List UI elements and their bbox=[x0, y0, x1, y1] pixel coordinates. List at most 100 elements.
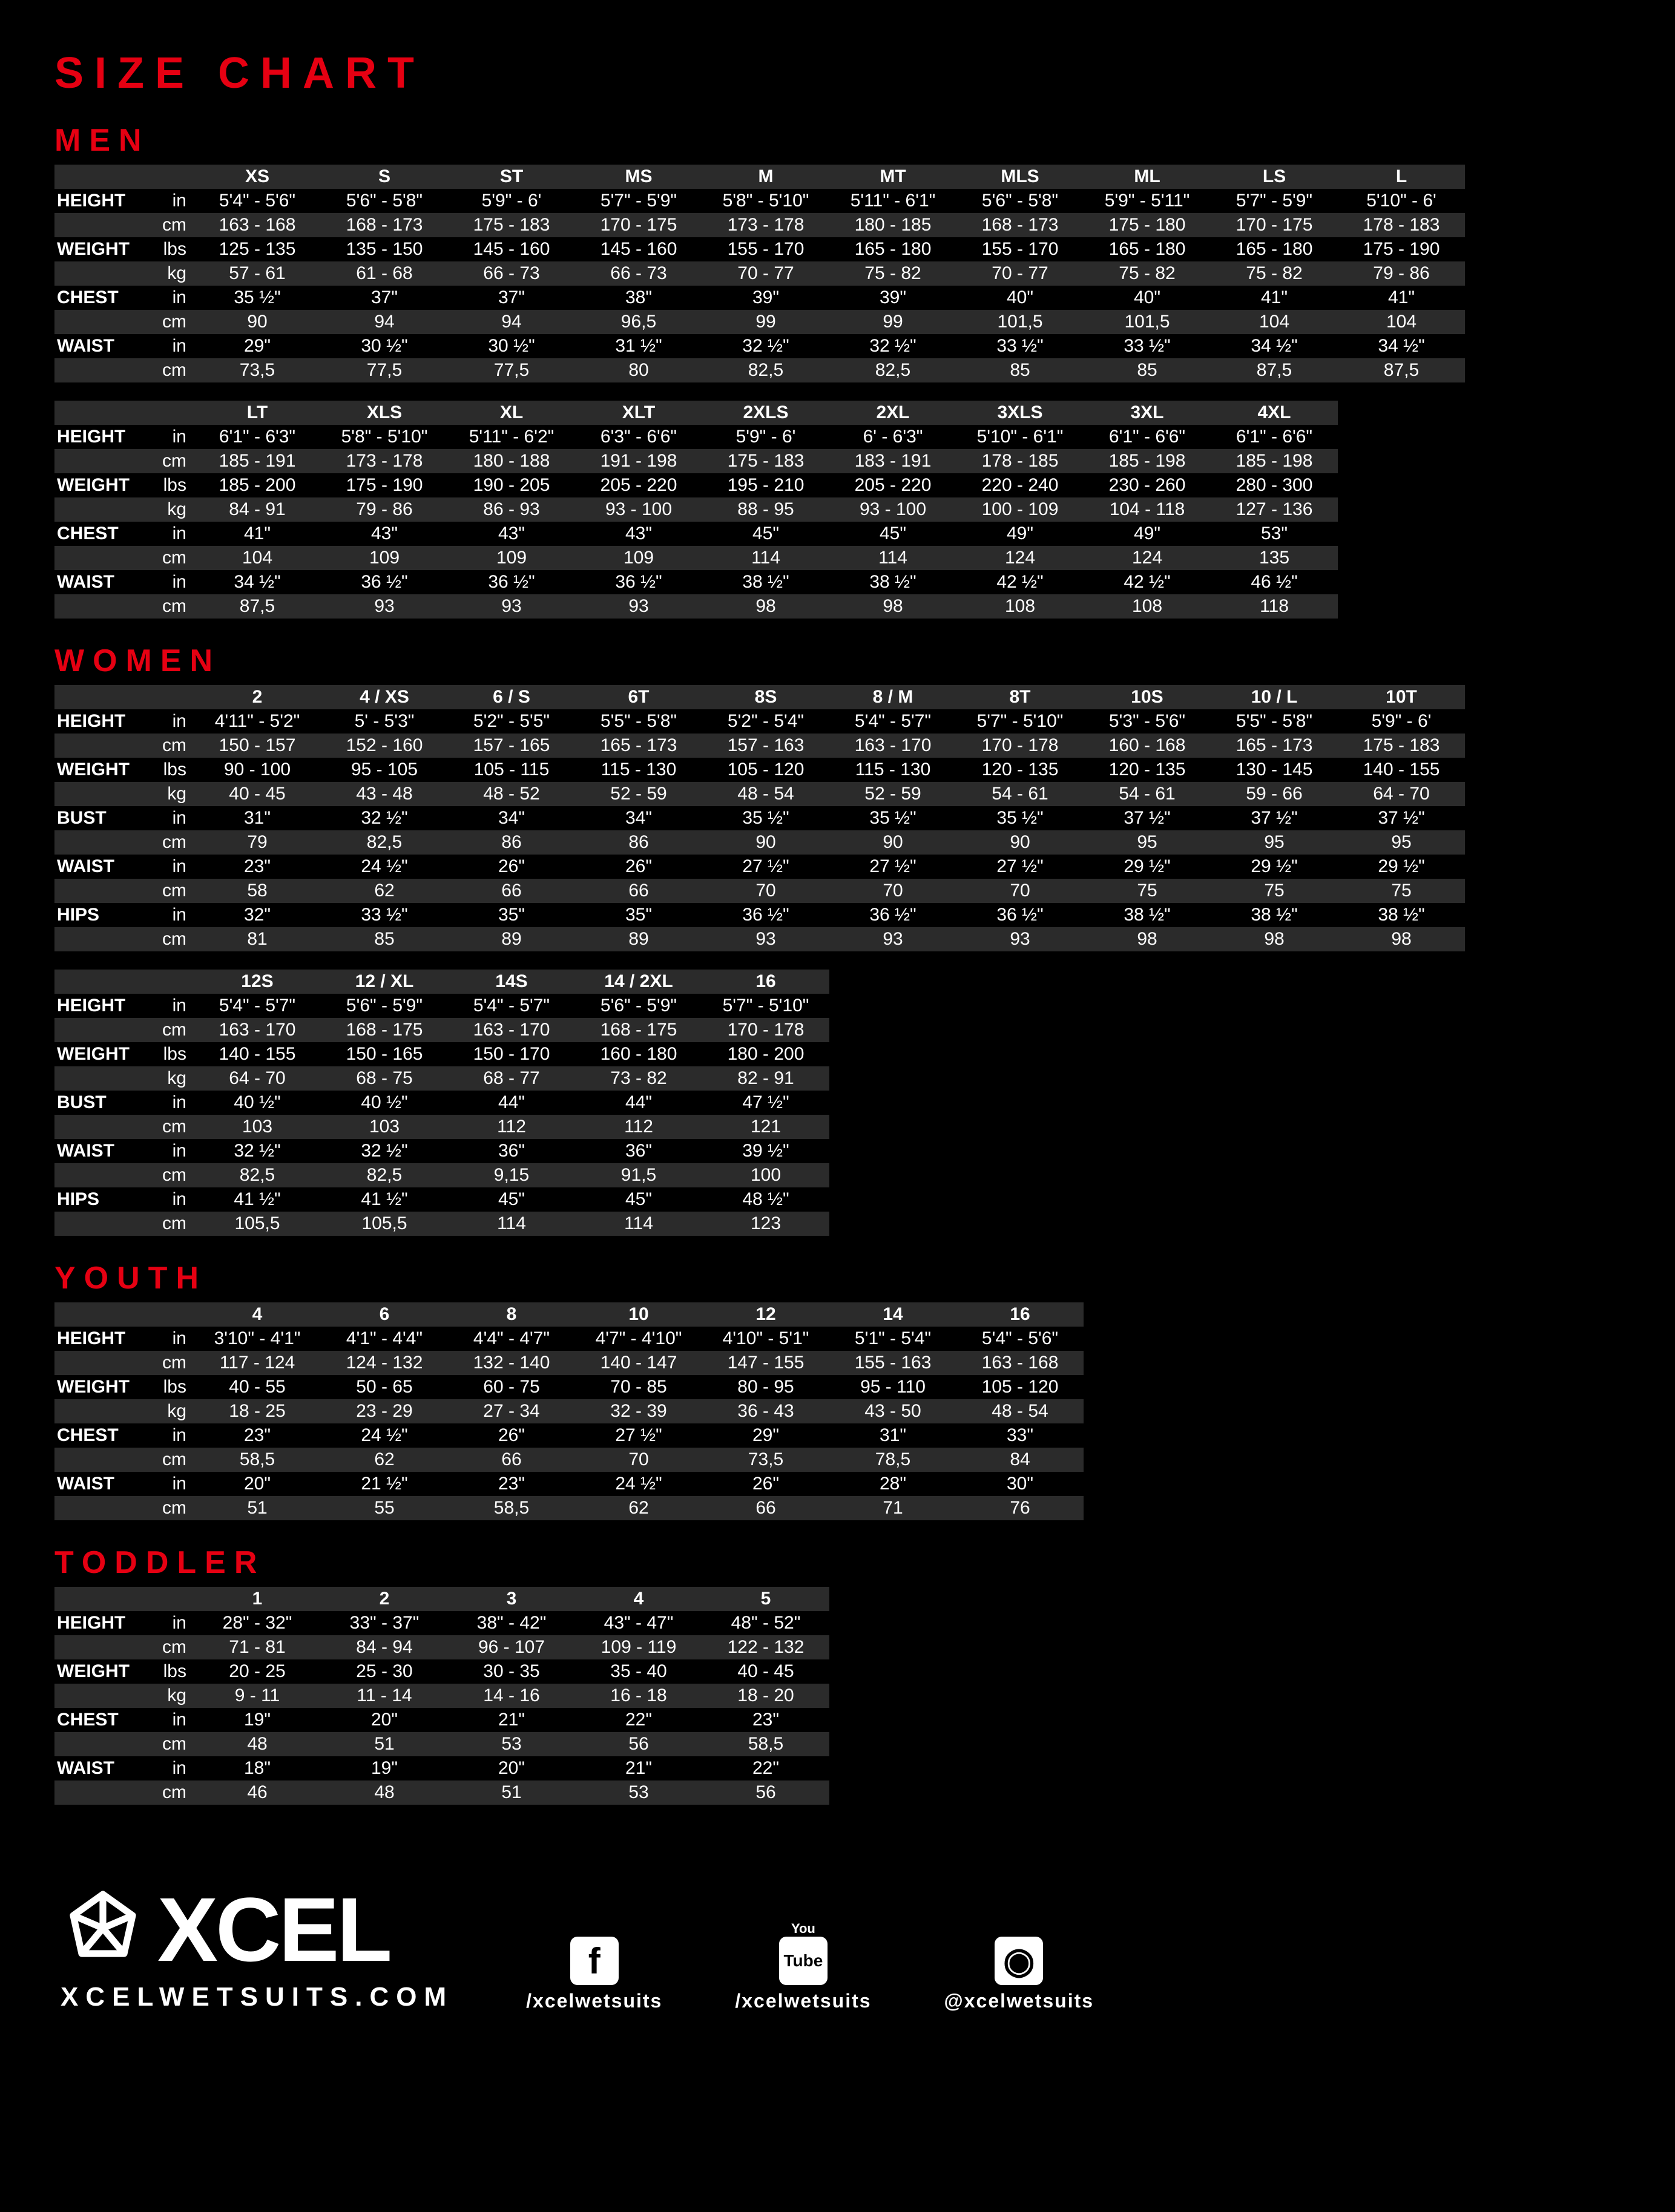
cell: 21" bbox=[448, 1708, 575, 1732]
cell: 93 bbox=[829, 927, 956, 951]
cell: 70 bbox=[956, 879, 1084, 903]
cell: 53" bbox=[1211, 522, 1338, 546]
cell: 56 bbox=[575, 1732, 702, 1756]
cell: 35" bbox=[448, 903, 575, 927]
cell: 50 - 65 bbox=[321, 1375, 448, 1399]
cell: 163 - 170 bbox=[194, 1018, 321, 1042]
size-header: 12 / XL bbox=[321, 970, 448, 994]
cell: 180 - 200 bbox=[702, 1042, 829, 1066]
cell: 23" bbox=[448, 1472, 575, 1496]
cell: 29 ½" bbox=[1084, 855, 1211, 879]
cell: 191 - 198 bbox=[575, 449, 702, 473]
cell: 82,5 bbox=[321, 1163, 448, 1187]
measure-label bbox=[54, 1351, 151, 1375]
size-header: 6T bbox=[575, 685, 702, 709]
social-label: /xcelwetsuits bbox=[526, 1990, 662, 2012]
measure-label bbox=[54, 1732, 151, 1756]
size-header: 5 bbox=[702, 1587, 829, 1611]
cell: 95 bbox=[1084, 830, 1211, 855]
cell: 87,5 bbox=[1338, 358, 1465, 382]
measure-label bbox=[54, 1780, 151, 1805]
cell: 20" bbox=[194, 1472, 321, 1496]
cell: 38 ½" bbox=[829, 570, 956, 594]
cell: 80 bbox=[575, 358, 702, 382]
cell: 205 - 220 bbox=[829, 473, 956, 497]
social-link[interactable]: ◉@xcelwetsuits bbox=[944, 1937, 1094, 2012]
cell: 38" - 42" bbox=[448, 1611, 575, 1635]
cell: 51 bbox=[321, 1732, 448, 1756]
cell: 82,5 bbox=[321, 830, 448, 855]
unit-label: cm bbox=[151, 830, 194, 855]
size-header: 10T bbox=[1338, 685, 1465, 709]
size-header: 4 / XS bbox=[321, 685, 448, 709]
measure-label: HEIGHT bbox=[54, 189, 151, 213]
size-header: 8 / M bbox=[829, 685, 956, 709]
cell: 27 ½" bbox=[956, 855, 1084, 879]
cell: 105 - 120 bbox=[702, 758, 829, 782]
cell: 5'8" - 5'10" bbox=[702, 189, 829, 213]
cell: 147 - 155 bbox=[702, 1351, 829, 1375]
size-header: MT bbox=[829, 165, 956, 189]
cell: 165 - 173 bbox=[575, 734, 702, 758]
measure-label: WAIST bbox=[54, 1139, 151, 1163]
cell: 75 bbox=[1211, 879, 1338, 903]
cell: 43" bbox=[321, 522, 448, 546]
cell: 70 - 77 bbox=[702, 261, 829, 286]
cell: 82 - 91 bbox=[702, 1066, 829, 1091]
cell: 28" - 32" bbox=[194, 1611, 321, 1635]
cell: 53 bbox=[575, 1780, 702, 1805]
cell: 185 - 200 bbox=[194, 473, 321, 497]
measure-label: WEIGHT bbox=[54, 237, 151, 261]
measure-label bbox=[54, 1066, 151, 1091]
cell: 31" bbox=[194, 806, 321, 830]
cell: 114 bbox=[448, 1212, 575, 1236]
cell: 75 bbox=[1084, 879, 1211, 903]
cell: 88 - 95 bbox=[702, 497, 829, 522]
cell: 5'2" - 5'5" bbox=[448, 709, 575, 734]
cell: 40 ½" bbox=[194, 1091, 321, 1115]
cell: 5'7" - 5'9" bbox=[1211, 189, 1338, 213]
cell: 24 ½" bbox=[321, 1423, 448, 1448]
cell: 40 - 55 bbox=[194, 1375, 321, 1399]
cell: 62 bbox=[321, 1448, 448, 1472]
measure-label bbox=[54, 497, 151, 522]
cell: 75 - 82 bbox=[829, 261, 956, 286]
cell: 34" bbox=[448, 806, 575, 830]
size-header: 12 bbox=[702, 1302, 829, 1327]
measure-label bbox=[54, 1635, 151, 1659]
social-link[interactable]: f/xcelwetsuits bbox=[526, 1937, 662, 2012]
unit-label: in bbox=[151, 334, 194, 358]
cell: 36 ½" bbox=[702, 903, 829, 927]
cell: 78,5 bbox=[829, 1448, 956, 1472]
cell: 26" bbox=[448, 855, 575, 879]
measure-label bbox=[54, 261, 151, 286]
cell: 52 - 59 bbox=[575, 782, 702, 806]
cell: 168 - 173 bbox=[321, 213, 448, 237]
cell: 96,5 bbox=[575, 310, 702, 334]
cell: 58,5 bbox=[448, 1496, 575, 1520]
cell: 95 - 105 bbox=[321, 758, 448, 782]
measure-label bbox=[54, 1496, 151, 1520]
cell: 43" bbox=[448, 522, 575, 546]
cell: 36 - 43 bbox=[702, 1399, 829, 1423]
cell: 165 - 180 bbox=[1084, 237, 1211, 261]
cell: 44" bbox=[448, 1091, 575, 1115]
cell: 33 ½" bbox=[956, 334, 1084, 358]
cell: 185 - 198 bbox=[1084, 449, 1211, 473]
unit-label: cm bbox=[151, 1732, 194, 1756]
measure-label: HIPS bbox=[54, 903, 151, 927]
cell: 27 ½" bbox=[702, 855, 829, 879]
cell: 98 bbox=[829, 594, 956, 619]
cell: 66 - 73 bbox=[448, 261, 575, 286]
cell: 175 - 183 bbox=[448, 213, 575, 237]
cell: 130 - 145 bbox=[1211, 758, 1338, 782]
cell: 31 ½" bbox=[575, 334, 702, 358]
cell: 87,5 bbox=[194, 594, 321, 619]
cell: 121 bbox=[702, 1115, 829, 1139]
cell: 95 bbox=[1211, 830, 1338, 855]
cell: 41 ½" bbox=[194, 1187, 321, 1212]
social-link[interactable]: YouTube/xcelwetsuits bbox=[735, 1921, 871, 2012]
cell: 38" bbox=[575, 286, 702, 310]
cell: 5'9" - 6' bbox=[702, 425, 829, 449]
cell: 37" bbox=[448, 286, 575, 310]
